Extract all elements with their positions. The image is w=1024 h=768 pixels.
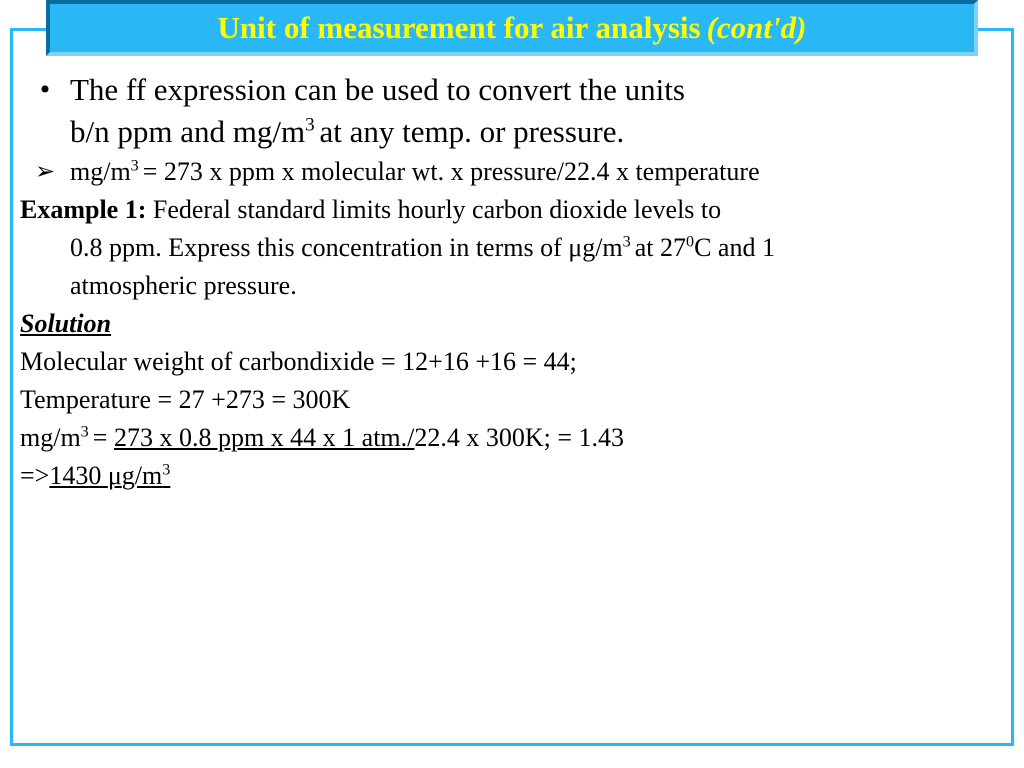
bullet-1-line-2: b/n ppm and mg/m3 at any temp. or pressu… xyxy=(70,112,1004,152)
solution-line-2: Temperature = 27 +273 = 300K xyxy=(20,382,1004,418)
text-part: C and 1 xyxy=(694,233,775,262)
example-row: Example 1: Federal standard limits hourl… xyxy=(20,192,1004,228)
text-part: = xyxy=(93,423,114,452)
text-part: mg/m xyxy=(70,157,131,186)
text-part: g/m xyxy=(582,233,622,262)
solution-line-1: Molecular weight of carbondixide = 12+16… xyxy=(20,344,1004,380)
text-part: mg/m xyxy=(20,423,81,452)
superscript: 3 xyxy=(162,461,170,478)
example-label: Example 1: xyxy=(20,195,153,224)
text-part: 0.8 ppm. Express this concentration in t… xyxy=(70,233,568,262)
formula-row: ➢ mg/m3 = 273 x ppm x molecular wt. x pr… xyxy=(20,154,1004,190)
text-part: Federal standard limits hourly carbon di… xyxy=(153,195,721,224)
bullet-1-line-1: The ff expression can be used to convert… xyxy=(70,70,1004,110)
bullet-1-cont: b/n ppm and mg/m3 at any temp. or pressu… xyxy=(20,112,1004,152)
text-underline: 1430 μg/m3 xyxy=(49,461,170,490)
text-underline: 273 x 0.8 ppm x 44 x 1 atm./ xyxy=(114,423,414,452)
text-part: b/n ppm and mg/m xyxy=(70,114,305,149)
sol2-text: Temperature = 27 +273 = 300K xyxy=(20,382,1004,418)
solution-label: Solution xyxy=(20,309,111,338)
text-part: at any temp. or pressure. xyxy=(319,114,624,149)
superscript: 0 xyxy=(686,233,694,250)
sol3-text: mg/m3 = 273 x 0.8 ppm x 44 x 1 atm./22.4… xyxy=(20,420,1004,456)
bullet-dot-icon: • xyxy=(40,73,51,106)
solution-heading: Solution xyxy=(20,306,1004,342)
slide-title-contd: (cont'd) xyxy=(707,10,807,46)
superscript: 3 xyxy=(131,157,143,174)
text-part: => xyxy=(20,461,49,490)
mu-glyph: μ xyxy=(108,461,122,490)
superscript: 3 xyxy=(305,115,319,136)
superscript: 3 xyxy=(81,423,93,440)
solution-heading-row: Solution xyxy=(20,306,1004,342)
superscript: 3 xyxy=(623,233,635,250)
text-part: = 273 x ppm x molecular wt. x pressure/2… xyxy=(143,157,760,186)
example-row-3: atmospheric pressure. xyxy=(20,268,1004,304)
title-bar: Unit of measurement for air analysis (co… xyxy=(46,0,978,56)
slide-title: Unit of measurement for air analysis xyxy=(218,10,701,46)
example-line-2: 0.8 ppm. Express this concentration in t… xyxy=(20,230,1004,266)
example-line-1: Example 1: Federal standard limits hourl… xyxy=(20,192,1004,228)
text-part: at 27 xyxy=(635,233,686,262)
solution-line-4: =>1430 μg/m3 xyxy=(20,458,1004,494)
formula-text: mg/m3 = 273 x ppm x molecular wt. x pres… xyxy=(70,154,1004,190)
sol1-text: Molecular weight of carbondixide = 12+16… xyxy=(20,344,1004,380)
text-part: 22.4 x 300K; = 1.43 xyxy=(414,423,624,452)
arrow-icon: ➢ xyxy=(35,159,55,185)
solution-line-3: mg/m3 = 273 x 0.8 ppm x 44 x 1 atm./22.4… xyxy=(20,420,1004,456)
mu-glyph: μ xyxy=(568,233,582,262)
text-part: 1430 xyxy=(49,461,108,490)
sol4-text: =>1430 μg/m3 xyxy=(20,458,1004,494)
example-line-3: atmospheric pressure. xyxy=(20,268,1004,304)
example-row-2: 0.8 ppm. Express this concentration in t… xyxy=(20,230,1004,266)
slide-content: • The ff expression can be used to conve… xyxy=(20,70,1004,496)
bullet-1: • The ff expression can be used to conve… xyxy=(20,70,1004,110)
text-part: g/m xyxy=(122,461,162,490)
